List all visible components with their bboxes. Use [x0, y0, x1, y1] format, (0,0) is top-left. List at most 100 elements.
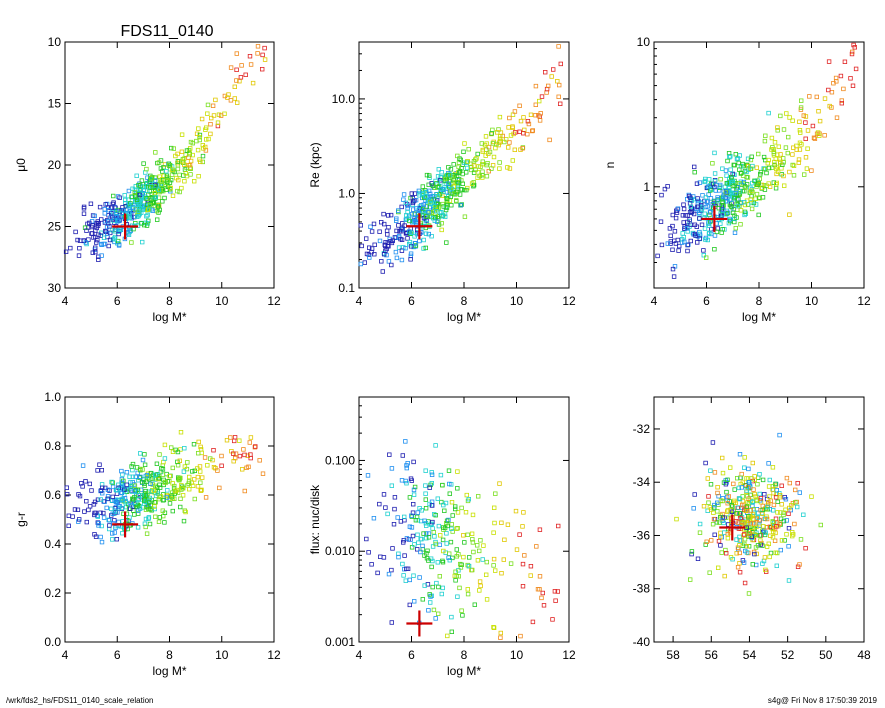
- data-point: [469, 167, 474, 173]
- data-point: [811, 135, 817, 140]
- data-point: [110, 480, 115, 485]
- data-point: [153, 195, 158, 200]
- data-point: [126, 232, 132, 237]
- data-point: [411, 492, 417, 497]
- data-point: [179, 185, 184, 191]
- data-point: [748, 166, 754, 171]
- data-point: [405, 236, 410, 241]
- data-point: [717, 520, 722, 525]
- data-point: [407, 602, 412, 608]
- data-point: [183, 509, 188, 515]
- data-point: [480, 149, 485, 154]
- data-point: [742, 532, 747, 537]
- data-point: [172, 496, 177, 501]
- data-point: [436, 167, 441, 172]
- data-point: [89, 488, 94, 493]
- data-point: [435, 194, 441, 199]
- data-point: [156, 475, 161, 481]
- data-point: [408, 244, 414, 249]
- data-point: [365, 473, 371, 478]
- data-point: [685, 242, 690, 248]
- data-point: [410, 207, 416, 212]
- data-point: [400, 453, 405, 458]
- data-point: [100, 490, 105, 496]
- data-point: [668, 233, 673, 238]
- data-point: [491, 505, 497, 510]
- data-point: [156, 187, 162, 193]
- data-point: [750, 503, 755, 509]
- data-point: [738, 511, 743, 516]
- data-point: [154, 461, 160, 466]
- data-point: [157, 482, 162, 487]
- data-point: [375, 570, 380, 576]
- data-point: [213, 97, 218, 103]
- data-point: [132, 512, 137, 517]
- data-point: [667, 226, 673, 231]
- data-point: [116, 231, 121, 237]
- data-point: [191, 178, 197, 184]
- data-point: [688, 577, 693, 582]
- data-point: [453, 578, 458, 583]
- data-point: [377, 501, 382, 507]
- y-tick-label: 0.4: [44, 537, 61, 551]
- data-point: [137, 451, 143, 456]
- data-point: [706, 231, 712, 236]
- data-point: [134, 465, 140, 470]
- data-point: [237, 438, 242, 443]
- data-point: [797, 562, 802, 567]
- data-point: [682, 226, 687, 231]
- data-point: [742, 455, 747, 460]
- data-point: [404, 465, 409, 471]
- data-point: [182, 464, 188, 469]
- data-point: [440, 213, 445, 218]
- data-point: [168, 145, 174, 151]
- data-point: [377, 229, 382, 234]
- data-point: [358, 223, 363, 228]
- data-point: [171, 146, 176, 151]
- data-point: [430, 584, 435, 590]
- data-point: [774, 563, 779, 568]
- data-point: [161, 165, 166, 170]
- data-point: [757, 471, 762, 477]
- x-axis-label: log M*: [447, 310, 481, 324]
- data-point: [718, 534, 723, 540]
- data-point: [682, 239, 687, 245]
- data-point: [405, 566, 411, 571]
- data-point: [790, 152, 795, 157]
- data-point: [769, 135, 775, 141]
- data-point: [773, 156, 778, 162]
- data-point: [206, 136, 211, 142]
- data-point: [451, 162, 456, 167]
- data-point: [665, 184, 670, 189]
- data-point: [242, 452, 247, 458]
- data-point: [160, 199, 165, 204]
- data-point: [720, 226, 725, 232]
- x-tick-label: 8: [166, 294, 173, 308]
- data-point: [707, 212, 712, 218]
- data-point: [121, 208, 126, 213]
- data-point: [95, 520, 100, 525]
- data-point: [727, 216, 732, 222]
- data-point: [389, 466, 395, 471]
- data-point: [777, 492, 783, 498]
- data-point: [409, 220, 415, 225]
- data-point: [439, 227, 444, 233]
- data-point: [848, 76, 853, 81]
- data-point: [752, 491, 757, 497]
- data-point: [426, 188, 432, 194]
- data-point: [469, 567, 475, 573]
- data-point: [93, 249, 98, 255]
- data-point: [505, 145, 511, 150]
- data-point: [784, 518, 789, 523]
- data-point: [743, 185, 749, 190]
- data-point: [738, 208, 744, 213]
- x-tick-label: 12: [562, 648, 576, 662]
- data-point: [436, 584, 441, 590]
- data-point: [405, 209, 410, 215]
- data-point: [424, 556, 430, 561]
- data-point: [407, 239, 413, 245]
- data-point: [761, 524, 766, 529]
- data-point: [65, 491, 70, 497]
- data-point: [758, 538, 763, 543]
- data-point: [199, 450, 204, 456]
